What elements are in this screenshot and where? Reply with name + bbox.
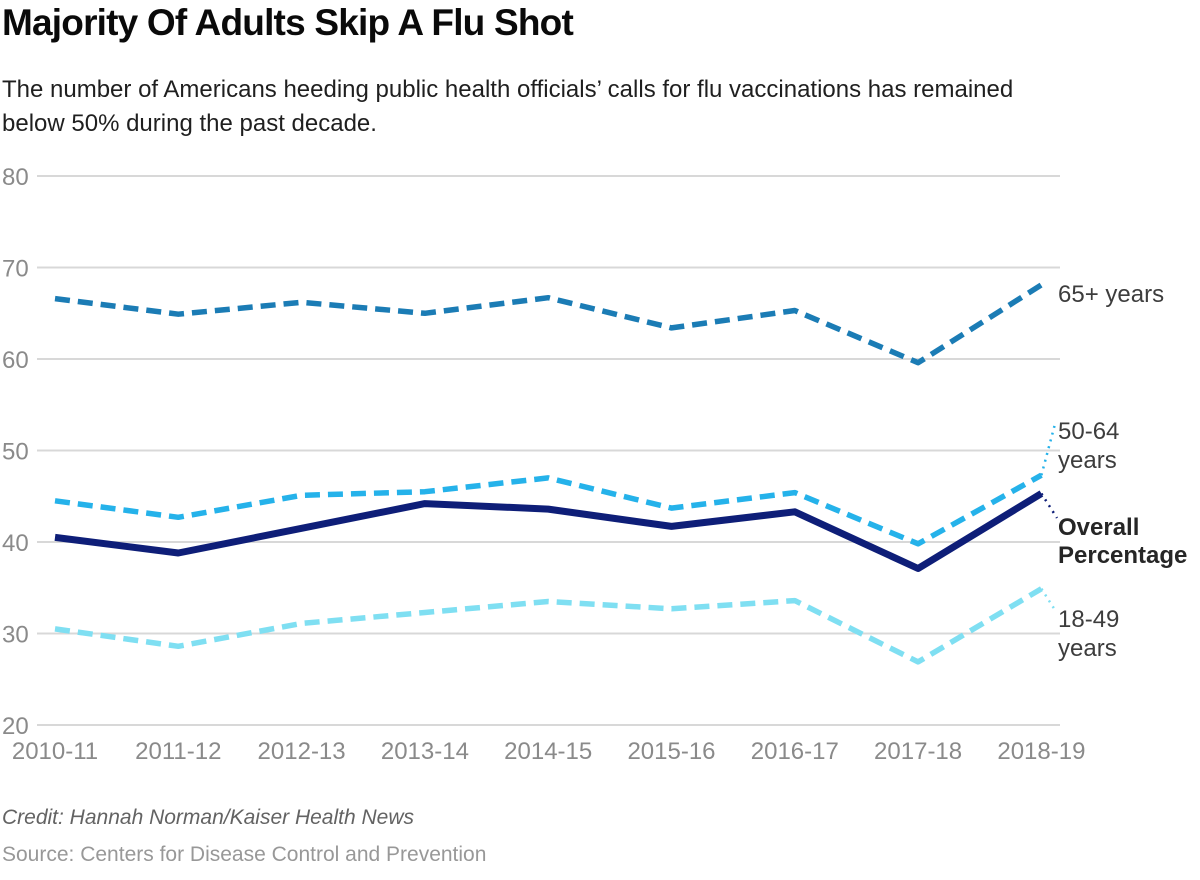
source-line: Source: Centers for Disease Control and … [2, 843, 487, 866]
series-line-65plus [54, 282, 1043, 366]
y-tick-label: 50 [2, 439, 29, 466]
chart-subtitle-line-1: The number of Americans heeding public h… [2, 76, 1014, 103]
label-leader-line-50-64 [1040, 423, 1057, 476]
x-tick-label: 2013-14 [381, 738, 469, 765]
series-label-65plus: 65+ years [1058, 281, 1165, 308]
label-leader-line-overall [1040, 492, 1059, 519]
series-label-50-64: 50-64 years [1058, 418, 1120, 474]
y-tick-label: 60 [2, 347, 29, 374]
chart-subtitle-line-2: below 50% during the past decade. [2, 110, 377, 137]
x-tick-label: 2014-15 [504, 738, 592, 765]
label-leader-line-18-49 [1040, 588, 1057, 611]
x-tick-label: 2012-13 [258, 738, 346, 765]
series-label-18-49: 18-49 years [1058, 606, 1120, 662]
y-tick-label: 70 [2, 256, 29, 283]
x-tick-label: 2016-17 [751, 738, 839, 765]
x-tick-label: 2018-19 [997, 738, 1085, 765]
x-tick-label: 2017-18 [874, 738, 962, 765]
x-tick-label: 2011-12 [135, 738, 221, 765]
y-tick-label: 30 [2, 622, 29, 649]
chart-title: Majority Of Adults Skip A Flu Shot [2, 2, 574, 43]
series-line-18-49 [54, 586, 1043, 665]
credit-line: Credit: Hannah Norman/Kaiser Health News [2, 806, 415, 829]
x-tick-label: 2010-11 [12, 738, 98, 765]
series-label-overall: Overall Percentage [1058, 514, 1188, 569]
y-tick-label: 80 [2, 164, 29, 191]
x-tick-label: 2015-16 [627, 738, 715, 765]
series-line-50-64 [54, 472, 1043, 547]
y-tick-label: 20 [2, 713, 29, 740]
y-tick-label: 40 [2, 530, 29, 557]
series-line-overall [54, 490, 1044, 572]
